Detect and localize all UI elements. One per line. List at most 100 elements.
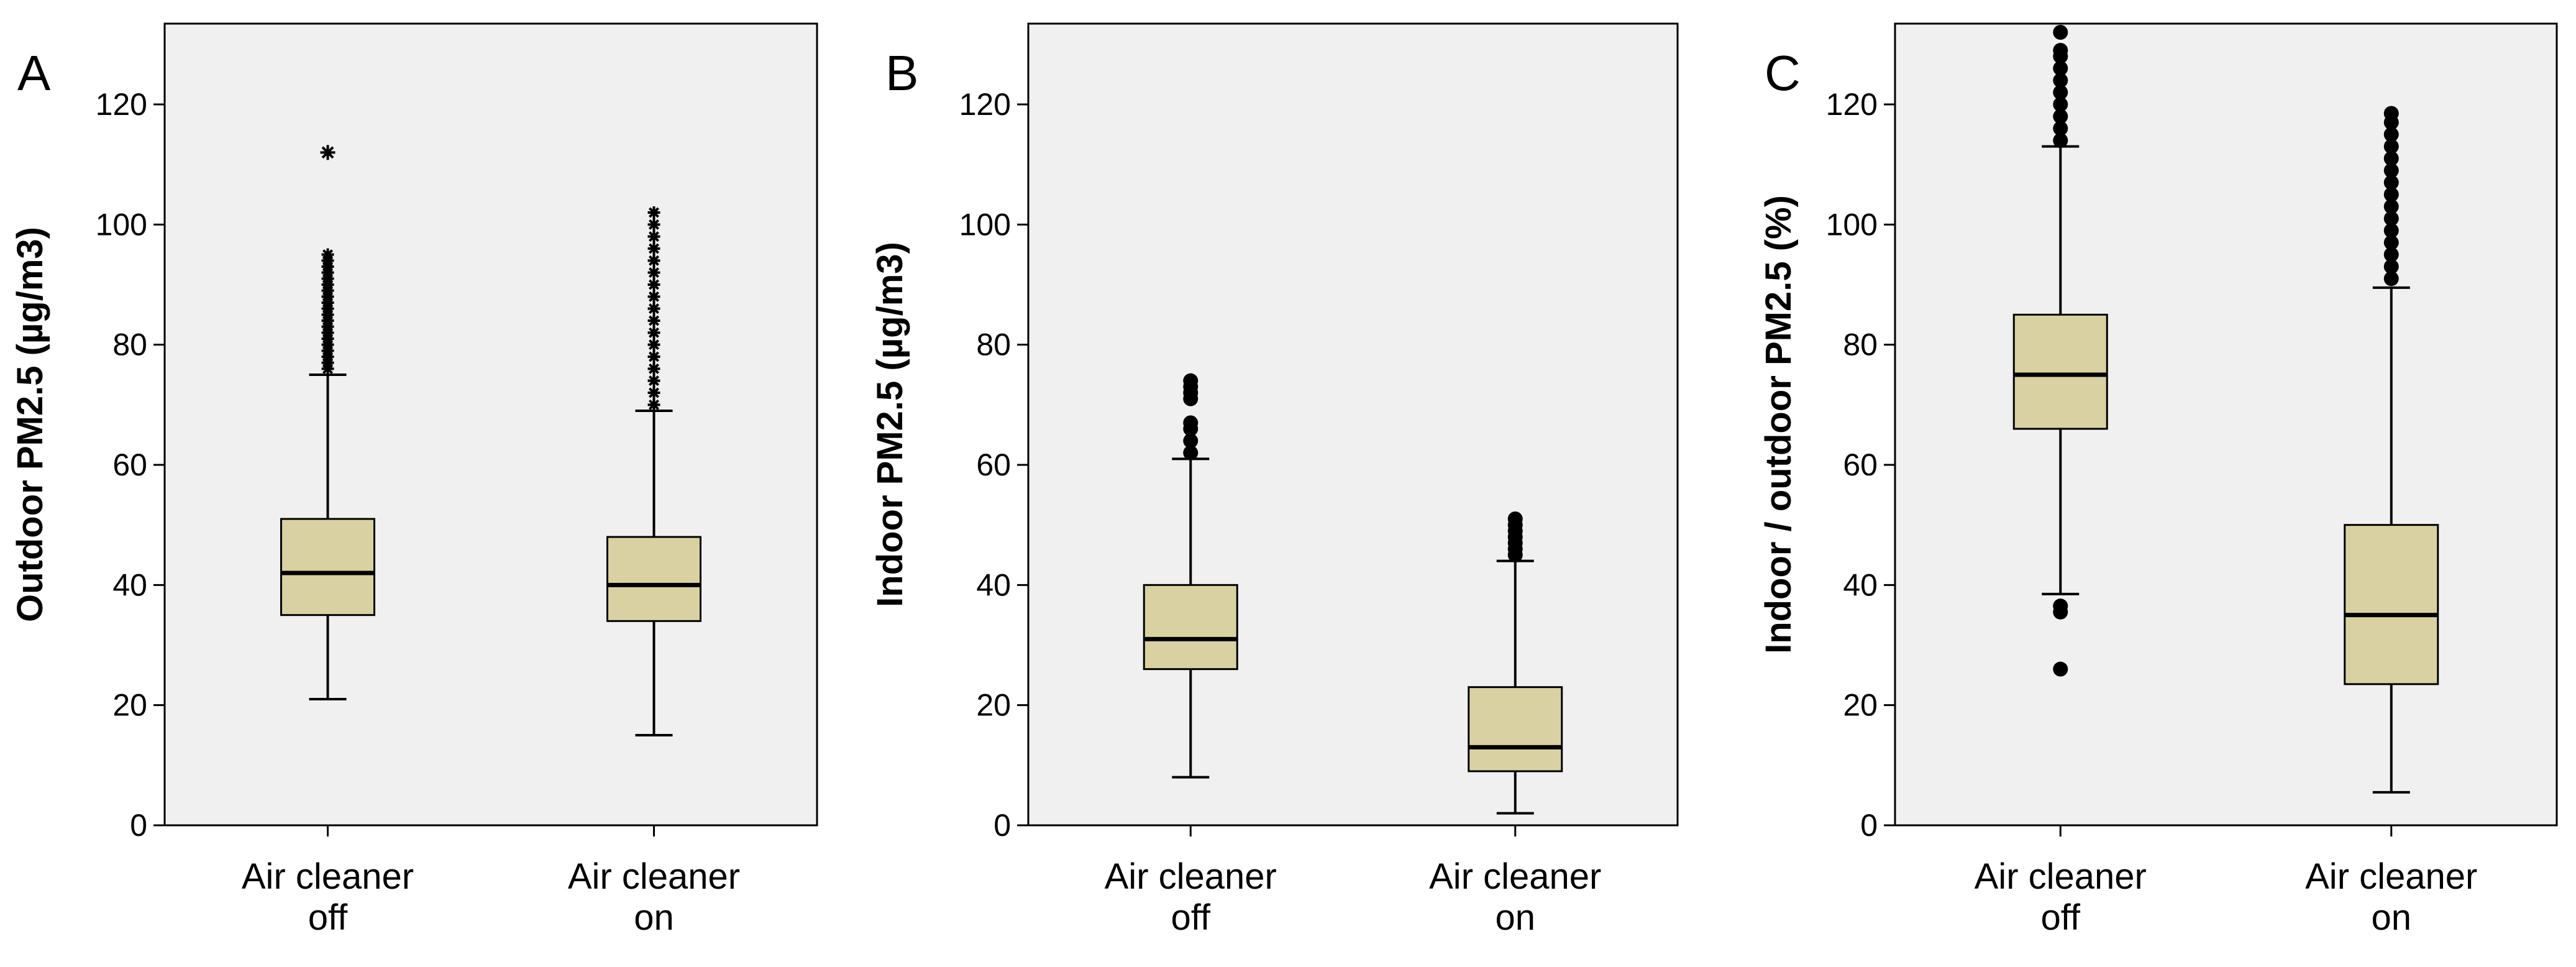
- x-category-label: Air cleaner: [1975, 856, 2147, 897]
- outlier-point: [647, 302, 660, 315]
- outlier-point: [647, 398, 660, 411]
- outlier-point: [647, 290, 660, 303]
- panel-label: A: [17, 45, 51, 101]
- y-tick-label: 120: [959, 87, 1011, 122]
- y-tick-label: 120: [96, 87, 147, 122]
- x-category-label: off: [1171, 897, 1211, 938]
- iqr-box: [1468, 686, 1563, 772]
- y-axis-title: Outdoor PM2.5 (µg/m3): [10, 227, 50, 622]
- outlier-point: [2383, 247, 2399, 262]
- x-category-label: on: [634, 897, 674, 938]
- y-tick-label: 100: [96, 207, 147, 242]
- outlier-point: [647, 278, 660, 291]
- outlier-point: [647, 338, 660, 351]
- x-category-label: on: [2371, 897, 2411, 938]
- y-tick-label: 20: [1843, 688, 1878, 723]
- outlier-point: [2053, 43, 2068, 58]
- y-tick-label: 40: [976, 567, 1011, 602]
- x-category-label: off: [2041, 897, 2081, 938]
- y-axis-title: Indoor / outdoor PM2.5 (%): [1758, 195, 1799, 654]
- outlier-point: [2383, 106, 2399, 121]
- x-category-label: off: [308, 897, 348, 938]
- panel-label: B: [885, 45, 918, 101]
- outlier-point: [2053, 97, 2068, 112]
- iqr-box: [280, 518, 375, 616]
- y-tick-label: 100: [959, 207, 1011, 242]
- iqr-box: [606, 536, 701, 622]
- x-category-label: Air cleaner: [1429, 856, 1601, 897]
- x-category-label: Air cleaner: [2305, 856, 2477, 897]
- y-tick-label: 40: [112, 567, 147, 602]
- outlier-point: [1183, 445, 1199, 461]
- outlier-point: [647, 206, 660, 219]
- iqr-box: [2344, 524, 2439, 685]
- outlier-point: [647, 362, 660, 375]
- y-tick-label: 80: [112, 328, 147, 362]
- outlier-point: [2383, 139, 2399, 154]
- outlier-point: [647, 387, 660, 399]
- outlier-point: [2053, 598, 2068, 614]
- iqr-box: [2012, 313, 2108, 430]
- outlier-point: [2053, 73, 2068, 88]
- outlier-point: [647, 254, 660, 267]
- plot-area: [1027, 22, 1679, 827]
- y-tick-label: 60: [112, 447, 147, 482]
- y-tick-label: 40: [1843, 567, 1878, 602]
- plot-area: [1894, 22, 2558, 827]
- outlier-point: [2383, 271, 2399, 286]
- y-tick-label: 20: [976, 688, 1011, 723]
- outlier-point: [1183, 433, 1199, 449]
- panel-b: B 0 20 40 60 80 100 120 Indoor PM2.5 (µg/m3) Air …: [870, 22, 1679, 938]
- y-axis-title: Indoor PM2.5 (µg/m3): [870, 242, 910, 607]
- outlier-point: [2053, 25, 2068, 40]
- outlier-point: [647, 266, 660, 279]
- panel-a: A 0 20 40 60 80 100 120 Outdoor PM2.5 (µg/m3) Air…: [10, 22, 818, 938]
- y-tick-label: 60: [976, 447, 1011, 482]
- outlier-point: [2383, 127, 2399, 142]
- outlier-point: [2383, 199, 2399, 214]
- outlier-point: [2383, 175, 2399, 190]
- plot-area: [163, 22, 818, 827]
- outlier-point: [2053, 121, 2068, 136]
- y-tick-label: 60: [1843, 447, 1878, 482]
- outlier-point: [647, 218, 660, 231]
- x-category-label: Air cleaner: [568, 856, 740, 897]
- x-category-label: on: [1495, 897, 1535, 938]
- y-tick-label: 0: [1860, 808, 1878, 843]
- outlier-point: [2053, 85, 2068, 100]
- outlier-point: [2383, 163, 2399, 178]
- outlier-point: [2383, 151, 2399, 166]
- outlier-point: [2383, 259, 2399, 274]
- outlier-point: [647, 374, 660, 387]
- y-tick-label: 20: [112, 688, 147, 723]
- outlier-point: [1183, 373, 1199, 388]
- outlier-point: [647, 351, 660, 363]
- outlier-point: [1183, 415, 1199, 431]
- outlier-point: [2053, 61, 2068, 76]
- y-tick-label: 100: [1826, 207, 1878, 242]
- extreme-point: [320, 145, 336, 160]
- outlier-point: [321, 248, 334, 261]
- outlier-point: [2383, 223, 2399, 238]
- outlier-point: [647, 326, 660, 339]
- outlier-point: [2053, 661, 2068, 677]
- outlier-point: [2383, 187, 2399, 202]
- outlier-point: [647, 242, 660, 255]
- panel-c: C 0 20 40 60 80 100 120 Indoor / outdoor PM2.5 (…: [1758, 22, 2558, 938]
- outlier-point: [1507, 511, 1523, 526]
- x-category-label: Air cleaner: [1105, 856, 1277, 897]
- y-tick-label: 120: [1826, 87, 1878, 122]
- x-category-label: Air cleaner: [242, 856, 414, 897]
- y-tick-label: 80: [1843, 328, 1878, 362]
- outlier-point: [2383, 211, 2399, 226]
- outlier-point: [2053, 109, 2068, 124]
- outlier-point: [647, 230, 660, 243]
- y-tick-label: 0: [993, 808, 1011, 843]
- y-tick-label: 80: [976, 328, 1011, 362]
